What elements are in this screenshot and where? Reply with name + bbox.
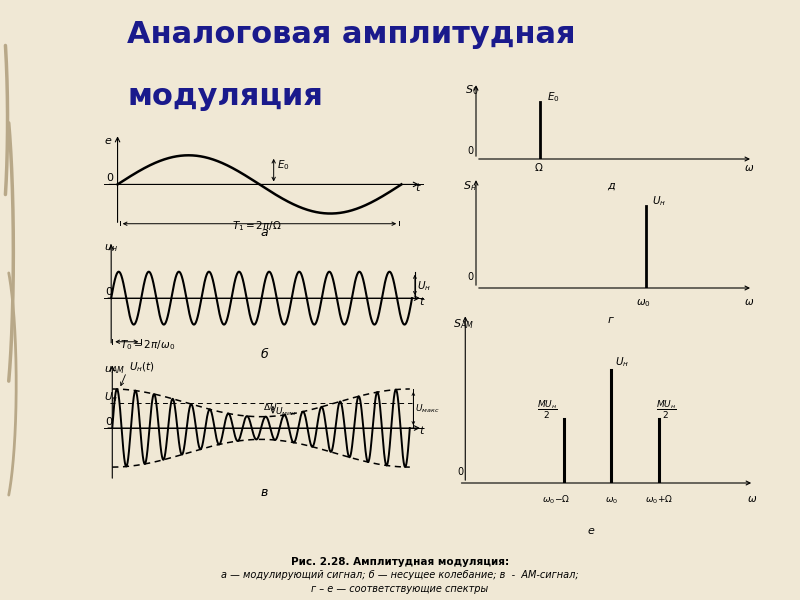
Text: Рис. 2.28. Амплитудная модуляция:: Рис. 2.28. Амплитудная модуляция: [291,557,509,567]
Text: $U_н$: $U_н$ [105,390,118,404]
Text: 0: 0 [106,173,114,183]
Text: д: д [607,181,614,191]
Text: $U_н$: $U_н$ [418,280,431,293]
Text: $T_1=2\pi/\Omega$: $T_1=2\pi/\Omega$ [232,220,282,233]
Text: 0: 0 [105,287,112,297]
Text: $\dfrac{MU_н}{2}$: $\dfrac{MU_н}{2}$ [656,399,677,421]
Text: модуляция: модуляция [127,82,323,111]
Text: $\omega$: $\omega$ [744,163,754,173]
Text: 0: 0 [458,467,463,478]
Text: $U_н$: $U_н$ [615,355,630,369]
Text: $u_н$: $u_н$ [105,242,118,254]
Text: е: е [588,526,595,536]
Text: $S_н$: $S_н$ [463,179,477,193]
Text: Аналоговая амплитудная: Аналоговая амплитудная [127,20,576,49]
Text: $\omega$: $\omega$ [744,297,754,307]
Text: 0: 0 [467,146,474,155]
Text: $\omega_0$: $\omega_0$ [636,297,650,309]
Text: 0: 0 [467,272,474,282]
Text: $T_0=2\pi/\omega_0$: $T_0=2\pi/\omega_0$ [120,338,175,352]
Text: $S_0$: $S_0$ [466,83,478,97]
Text: г: г [608,315,614,325]
Text: 0: 0 [105,417,112,427]
Text: б: б [260,347,268,361]
Text: $u_{АМ}$: $u_{АМ}$ [105,364,126,376]
Text: е: е [105,136,112,146]
Text: t: t [419,297,423,307]
Text: а — модулирующий сигнал; б — несущее колебание; в  -  АМ-сигнал;: а — модулирующий сигнал; б — несущее кол… [221,571,579,580]
Text: $\omega$: $\omega$ [747,494,758,505]
Text: $U_н(t)$: $U_н(t)$ [129,360,154,374]
Text: а: а [260,226,268,239]
Text: $E_0$: $E_0$ [278,158,290,172]
Text: г – е — соответствующие спектры: г – е — соответствующие спектры [311,584,489,593]
Text: t: t [418,425,423,436]
Text: $\Delta U$: $\Delta U$ [263,401,278,412]
Text: $U_н$: $U_н$ [652,194,666,208]
Text: $\omega_0\!-\!\Omega$: $\omega_0\!-\!\Omega$ [542,493,570,506]
Text: $U_{макс}$: $U_{макс}$ [415,402,439,415]
Text: t: t [415,183,419,193]
Text: $\Omega$: $\Omega$ [534,161,544,173]
Text: $U_{мин}$: $U_{мин}$ [275,406,297,418]
Text: $\omega_0\!+\!\Omega$: $\omega_0\!+\!\Omega$ [645,493,673,506]
Text: в: в [260,486,268,499]
Text: $\omega_0$: $\omega_0$ [605,496,618,506]
Text: $\dfrac{MU_н}{2}$: $\dfrac{MU_н}{2}$ [537,399,558,421]
Text: $S_{АМ}$: $S_{АМ}$ [454,317,474,331]
Text: $E_0$: $E_0$ [547,91,560,104]
